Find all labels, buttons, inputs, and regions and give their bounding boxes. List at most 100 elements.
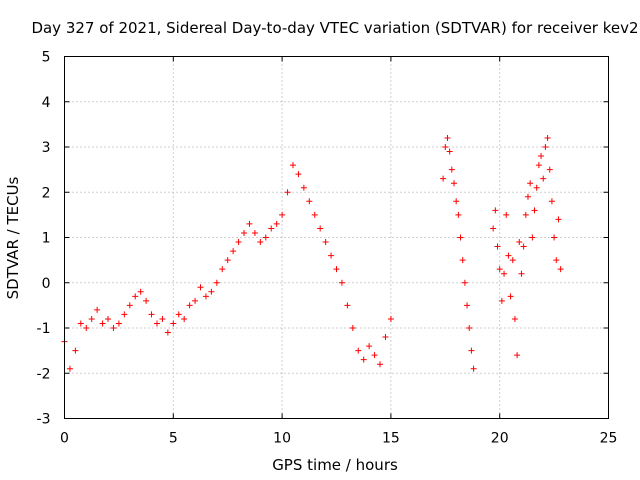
data-point <box>186 302 193 309</box>
data-point <box>349 325 356 331</box>
data-point <box>300 184 307 191</box>
data-point <box>511 315 518 322</box>
data-point <box>470 365 477 372</box>
x-tick-label: 10 <box>273 431 291 447</box>
data-point <box>527 180 534 187</box>
x-tick-label: 5 <box>169 431 178 447</box>
data-point <box>344 302 351 309</box>
data-point <box>208 288 215 295</box>
data-point <box>192 297 199 304</box>
data-point <box>524 193 531 200</box>
data-point <box>77 320 84 327</box>
data-point <box>538 153 545 160</box>
data-point <box>273 220 280 227</box>
data-point <box>371 352 378 359</box>
data-point <box>377 361 384 368</box>
data-point <box>251 229 258 236</box>
data-point <box>544 134 551 141</box>
data-point <box>457 234 464 241</box>
y-tick-label: -1 <box>37 321 51 337</box>
y-tick-label: 5 <box>42 50 51 66</box>
y-tick-label: 0 <box>42 276 51 292</box>
data-point <box>494 243 501 250</box>
data-point <box>461 279 468 286</box>
x-tick-label: 20 <box>491 431 509 447</box>
data-point <box>518 270 525 277</box>
data-point <box>219 266 226 273</box>
data-point <box>126 302 133 309</box>
data-point <box>268 225 275 232</box>
data-point <box>246 220 253 227</box>
data-point <box>548 198 555 205</box>
data-point <box>490 225 497 232</box>
data-point <box>241 229 248 236</box>
data-point <box>557 266 564 273</box>
data-point <box>503 211 510 218</box>
data-point <box>202 293 209 300</box>
data-point <box>121 311 128 318</box>
data-point <box>492 207 499 214</box>
data-point <box>468 347 475 354</box>
data-point <box>496 266 503 273</box>
data-point <box>317 225 324 232</box>
y-axis-ticks: -3 -2 -1 0 1 2 3 4 5 <box>37 50 609 428</box>
data-point <box>540 175 547 182</box>
y-tick-label: -2 <box>37 366 51 382</box>
data-point <box>94 306 101 313</box>
x-axis-label: GPS time / hours <box>272 456 398 474</box>
y-tick-label: 2 <box>42 185 51 201</box>
data-point <box>555 216 562 223</box>
data-point <box>529 234 536 241</box>
data-point <box>509 257 516 264</box>
data-point <box>105 315 112 322</box>
data-point <box>279 211 286 218</box>
y-tick-label: 4 <box>42 95 51 111</box>
data-point <box>289 162 296 169</box>
data-point <box>132 293 139 300</box>
data-point <box>137 288 144 295</box>
data-point <box>446 148 453 155</box>
data-point <box>322 239 329 246</box>
data-point <box>533 184 540 191</box>
data-point <box>311 211 318 218</box>
data-point <box>535 162 542 169</box>
data-point <box>444 134 451 141</box>
data-point <box>522 211 529 218</box>
data-point <box>181 315 188 322</box>
data-point <box>453 198 460 205</box>
data-point <box>507 293 514 300</box>
data-point <box>88 315 95 322</box>
data-point <box>498 297 505 304</box>
data-point <box>143 297 150 304</box>
data-point <box>170 320 177 327</box>
data-points <box>61 134 564 372</box>
data-point <box>257 239 264 246</box>
x-tick-label: 25 <box>600 431 618 447</box>
y-axis-label: SDTVAR / TECUs <box>4 176 22 299</box>
data-point <box>442 144 449 150</box>
data-point <box>551 234 558 241</box>
data-point <box>148 311 155 318</box>
data-point <box>455 211 462 218</box>
data-point <box>382 334 389 341</box>
data-point <box>366 343 373 350</box>
data-point <box>213 279 220 286</box>
data-point <box>262 234 269 241</box>
data-point <box>501 270 508 277</box>
data-point <box>153 320 160 327</box>
data-point <box>83 325 90 331</box>
data-point <box>516 239 523 246</box>
data-point <box>235 239 242 246</box>
grid <box>64 56 609 419</box>
data-point <box>72 347 79 354</box>
data-point <box>230 248 237 255</box>
data-point <box>355 347 362 354</box>
data-point <box>459 257 466 264</box>
data-point <box>505 252 512 259</box>
data-point <box>99 320 106 327</box>
x-tick-label: 15 <box>382 431 400 447</box>
data-point <box>115 320 122 327</box>
data-point <box>306 198 313 205</box>
data-point <box>66 365 73 372</box>
